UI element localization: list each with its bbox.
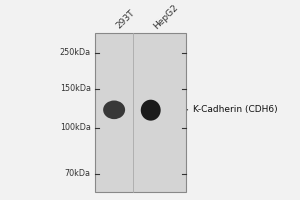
Text: 250kDa: 250kDa <box>60 48 91 57</box>
Text: 70kDa: 70kDa <box>65 169 91 178</box>
Text: 150kDa: 150kDa <box>60 84 91 93</box>
Text: K-Cadherin (CDH6): K-Cadherin (CDH6) <box>187 105 278 114</box>
Text: 293T: 293T <box>114 9 136 31</box>
Text: 100kDa: 100kDa <box>60 123 91 132</box>
FancyBboxPatch shape <box>95 33 186 192</box>
Ellipse shape <box>141 100 161 121</box>
Ellipse shape <box>103 100 125 119</box>
Text: HepG2: HepG2 <box>152 3 180 31</box>
